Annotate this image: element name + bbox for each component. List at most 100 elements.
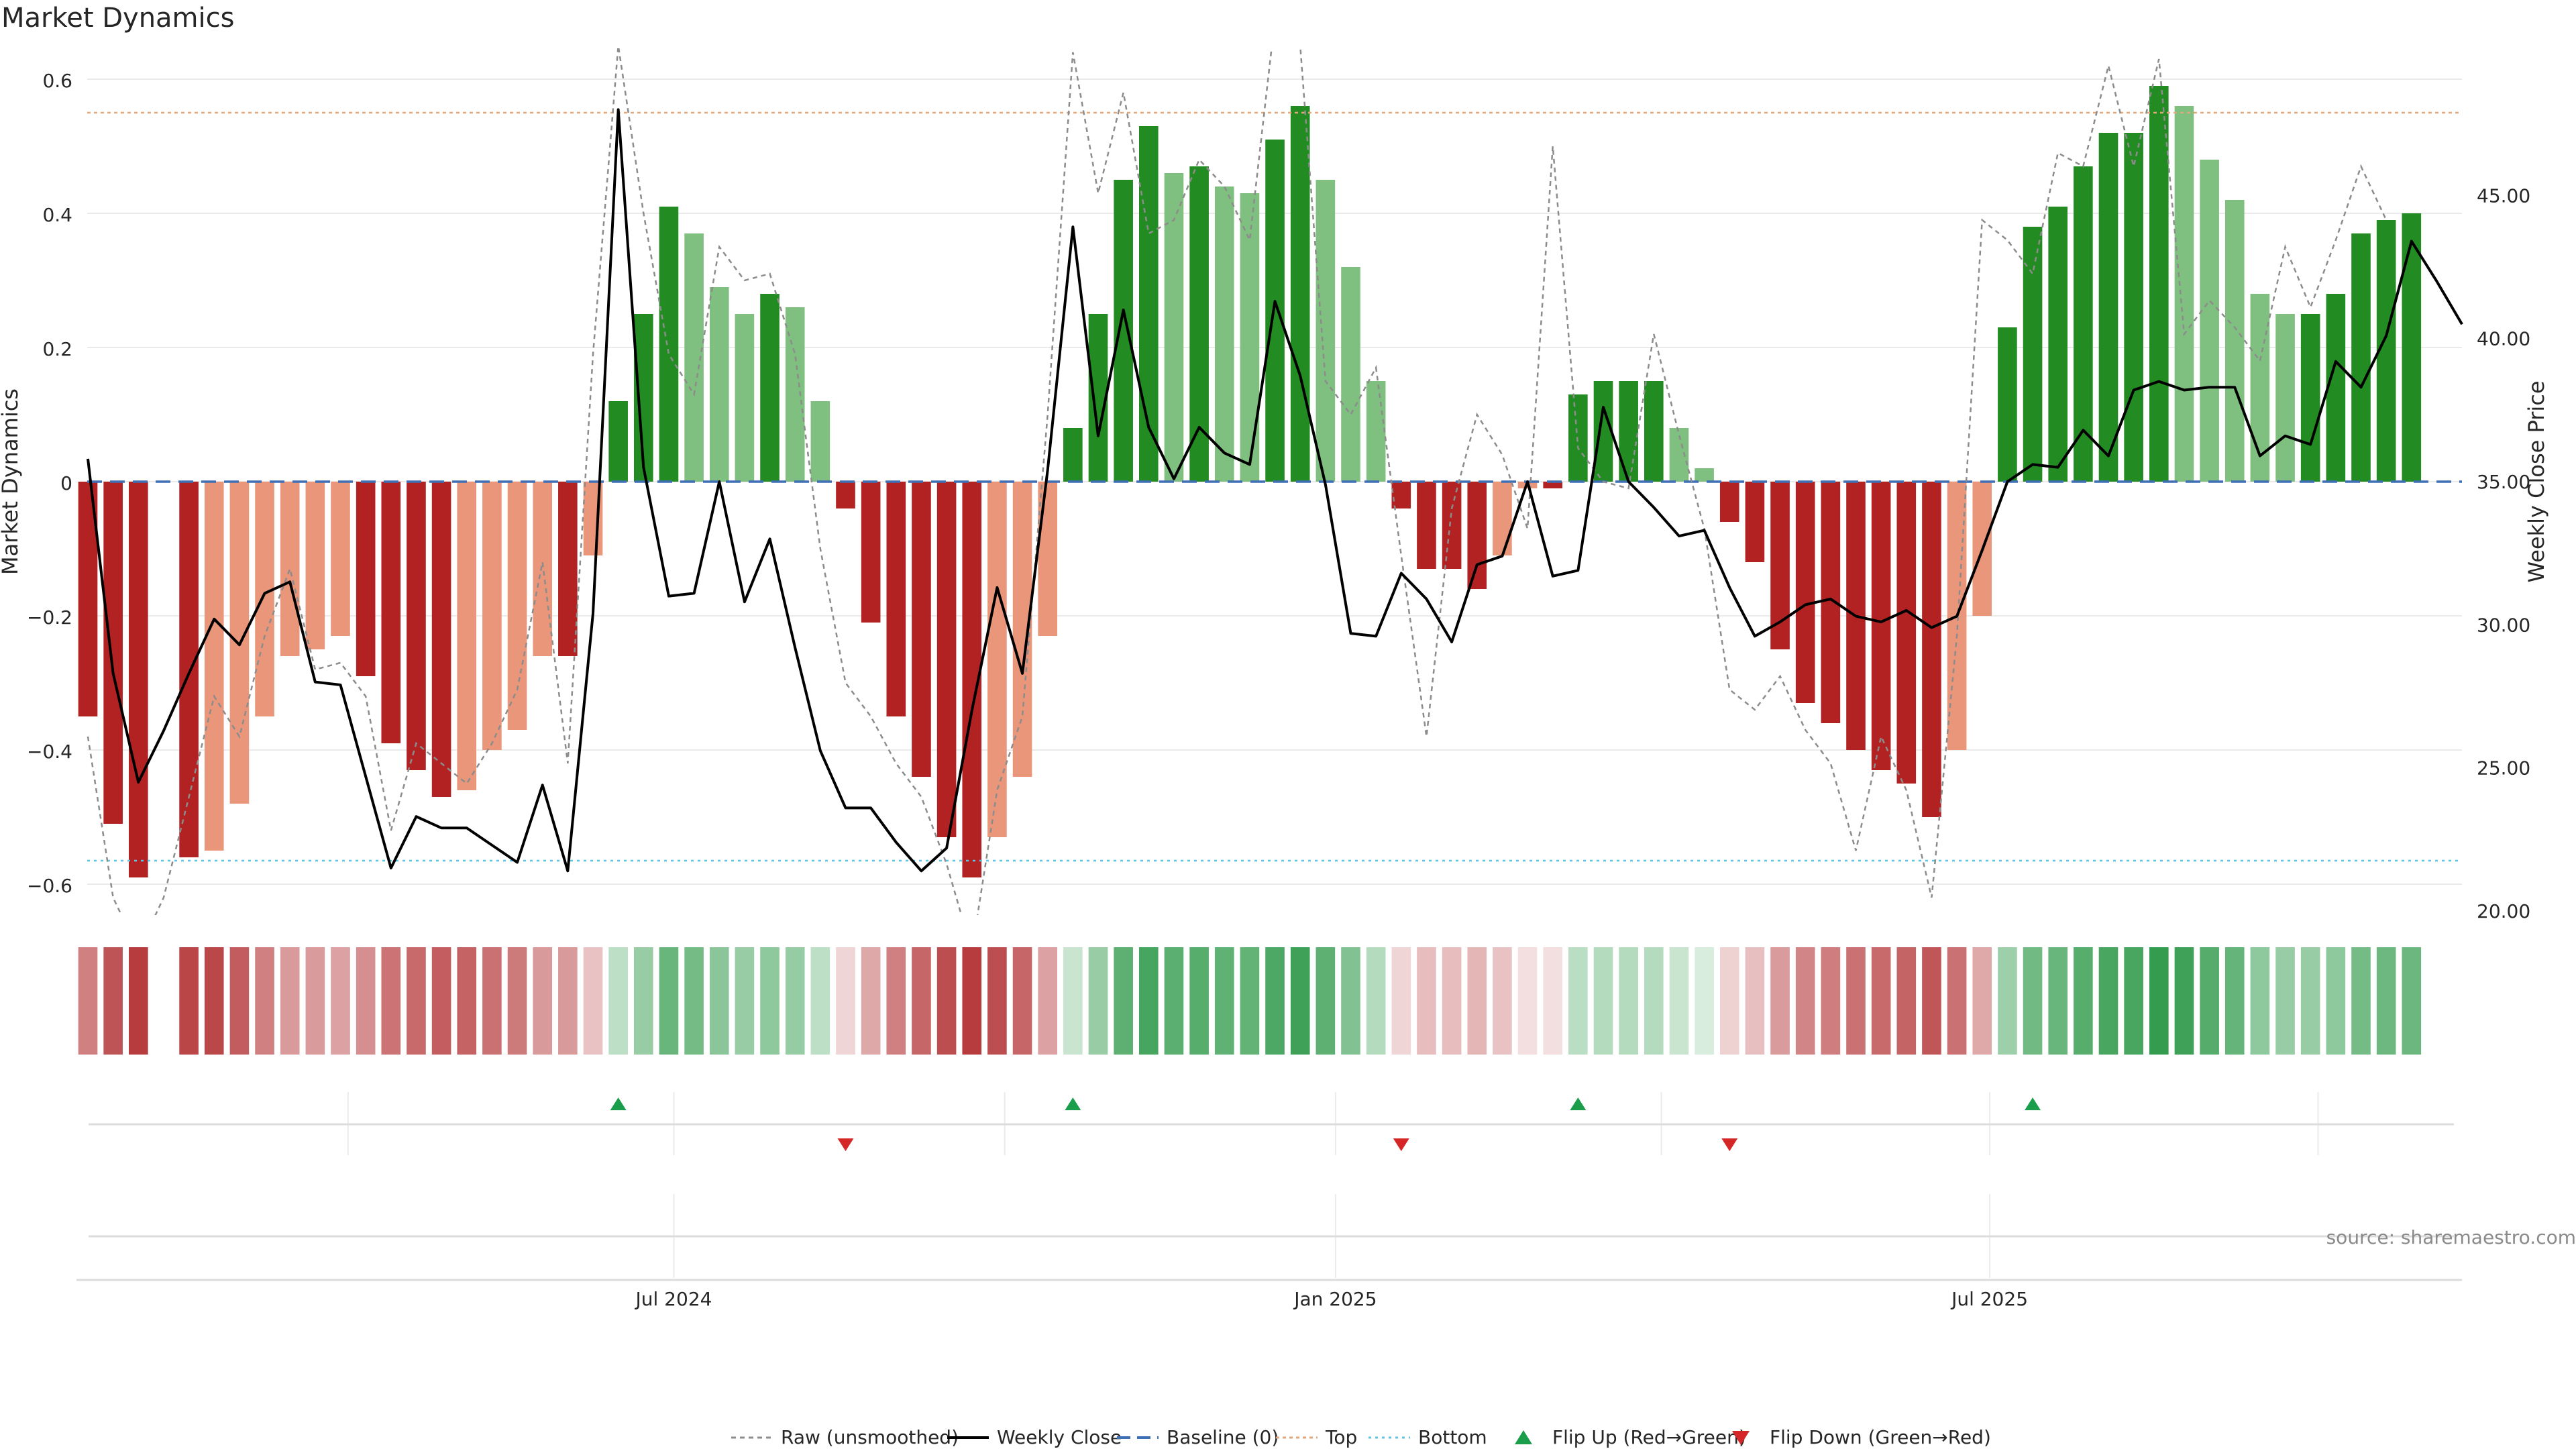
heat-strip-cell [1391,947,1411,1055]
dynamics-bar [2224,200,2245,482]
heat-strip-cell [2074,947,2093,1055]
heat-strip-cell [861,947,881,1055]
heat-strip-cell [1593,947,1613,1055]
y-tick-label: 0 [60,472,72,494]
heat-strip-cell [1366,947,1386,1055]
dynamics-bar [1543,482,1563,488]
heat-strip-cell [1719,947,1739,1055]
heat-strip-cell [1240,947,1260,1055]
heat-strip-cell [255,947,274,1055]
heat-strip-cell [709,947,729,1055]
heat-strip-cell [128,947,148,1055]
heat-strip-cell [407,947,426,1055]
dynamics-bar [2149,86,2169,482]
heat-strip-cell [1012,947,1032,1055]
y2-tick-label: 25.00 [2477,757,2530,780]
dynamics-bar [1619,381,1638,482]
legend-label: Flip Down (Green→Red) [1770,1426,1991,1448]
dynamics-bar [2326,294,2346,482]
dynamics-bar [1316,180,1336,482]
raw-unsmoothed-line [87,48,2387,915]
dynamics-bar [103,482,123,824]
heat-strip-cell [533,947,553,1055]
dynamics-bar [128,482,148,877]
dynamics-bar [608,401,628,482]
heat-strip-cell [1695,947,1714,1055]
dynamics-bar [1467,482,1487,589]
dynamics-bar [1442,482,1462,569]
dynamics-bar [2402,213,2422,482]
heat-strip-cell [1543,947,1563,1055]
dynamics-bar [2174,106,2194,482]
heat-strip-cell [583,947,603,1055]
y-tick-label: 0.4 [42,204,72,226]
heat-strip-cell [1417,947,1436,1055]
dynamics-bar [2023,227,2043,482]
dynamics-bar [836,482,855,508]
heat-strip-cell [1972,947,1992,1055]
heat-strip-cell [2174,947,2194,1055]
y2-tick-label: 35.00 [2477,471,2530,493]
x-tick-label: Jul 2024 [635,1288,712,1310]
y-tick-label: 0.6 [42,70,72,92]
y-tick-label: −0.2 [27,606,72,629]
heat-strip-cell [457,947,477,1055]
heat-strip-cell [1316,947,1336,1055]
dynamics-bar [1922,482,1941,817]
legend-label: Raw (unsmoothed) [781,1426,959,1448]
heat-strip-cell [1896,947,1917,1055]
dynamics-bar [886,482,906,716]
heat-strip-cell [1189,947,1209,1055]
heat-strip-cell [1138,947,1159,1055]
heat-strip-cell [2376,947,2396,1055]
dynamics-bar [709,287,729,482]
dynamics-bar [760,294,780,482]
heat-strip-cell [331,947,350,1055]
heat-strip-cell [1922,947,1941,1055]
heat-strip-cell [1290,947,1310,1055]
dynamics-bar [1896,482,1917,784]
dynamics-bar [1745,482,1765,562]
dynamics-bar [407,482,426,770]
dynamics-bar [431,482,451,797]
heat-strip-cell [1214,947,1234,1055]
dynamics-bar [305,482,325,649]
heat-strip-cell [1265,947,1285,1055]
source-note: source: sharemaestro.com [2326,1226,2576,1248]
dynamics-bar [1417,482,1436,569]
dynamics-bar [1593,381,1613,482]
dynamics-bar [1644,381,1664,482]
dynamics-bar [1719,482,1739,522]
heat-strip-cell [684,947,704,1055]
heat-strip-cell [1619,947,1638,1055]
heat-strip-cell [2275,947,2295,1055]
heat-strip-cell [2124,947,2143,1055]
flip-up-marker [1570,1097,1587,1110]
dynamics-bar [2048,207,2068,482]
dynamics-bar [936,482,957,837]
dynamics-bar [987,482,1007,837]
dynamics-bar [356,482,376,676]
heat-strip-cell [987,947,1007,1055]
dynamics-bar [2275,314,2295,482]
y-axis-title: Market Dynamics [0,388,23,575]
heat-strip-cell [2098,947,2118,1055]
heat-strip-cell [2402,947,2422,1055]
heat-strip-cell [2300,947,2320,1055]
y-tick-label: 0.2 [42,338,72,360]
dynamics-bar [179,482,199,857]
heat-strip-cell [1795,947,1815,1055]
legend-flip-down-icon [1732,1431,1750,1445]
dynamics-bar [2074,166,2093,482]
heat-strip-cell [280,947,300,1055]
dynamics-bar [533,482,553,656]
legend-label: Baseline (0) [1167,1426,1279,1448]
dynamics-bar [507,482,527,730]
dynamics-bar [1290,106,1310,482]
flip-up-marker [610,1097,627,1110]
dynamics-bar [2098,133,2118,482]
dynamics-bar [1391,482,1411,508]
heat-strip-cell [78,947,98,1055]
heat-strip-cell [608,947,628,1055]
heat-strip-cell [659,947,679,1055]
